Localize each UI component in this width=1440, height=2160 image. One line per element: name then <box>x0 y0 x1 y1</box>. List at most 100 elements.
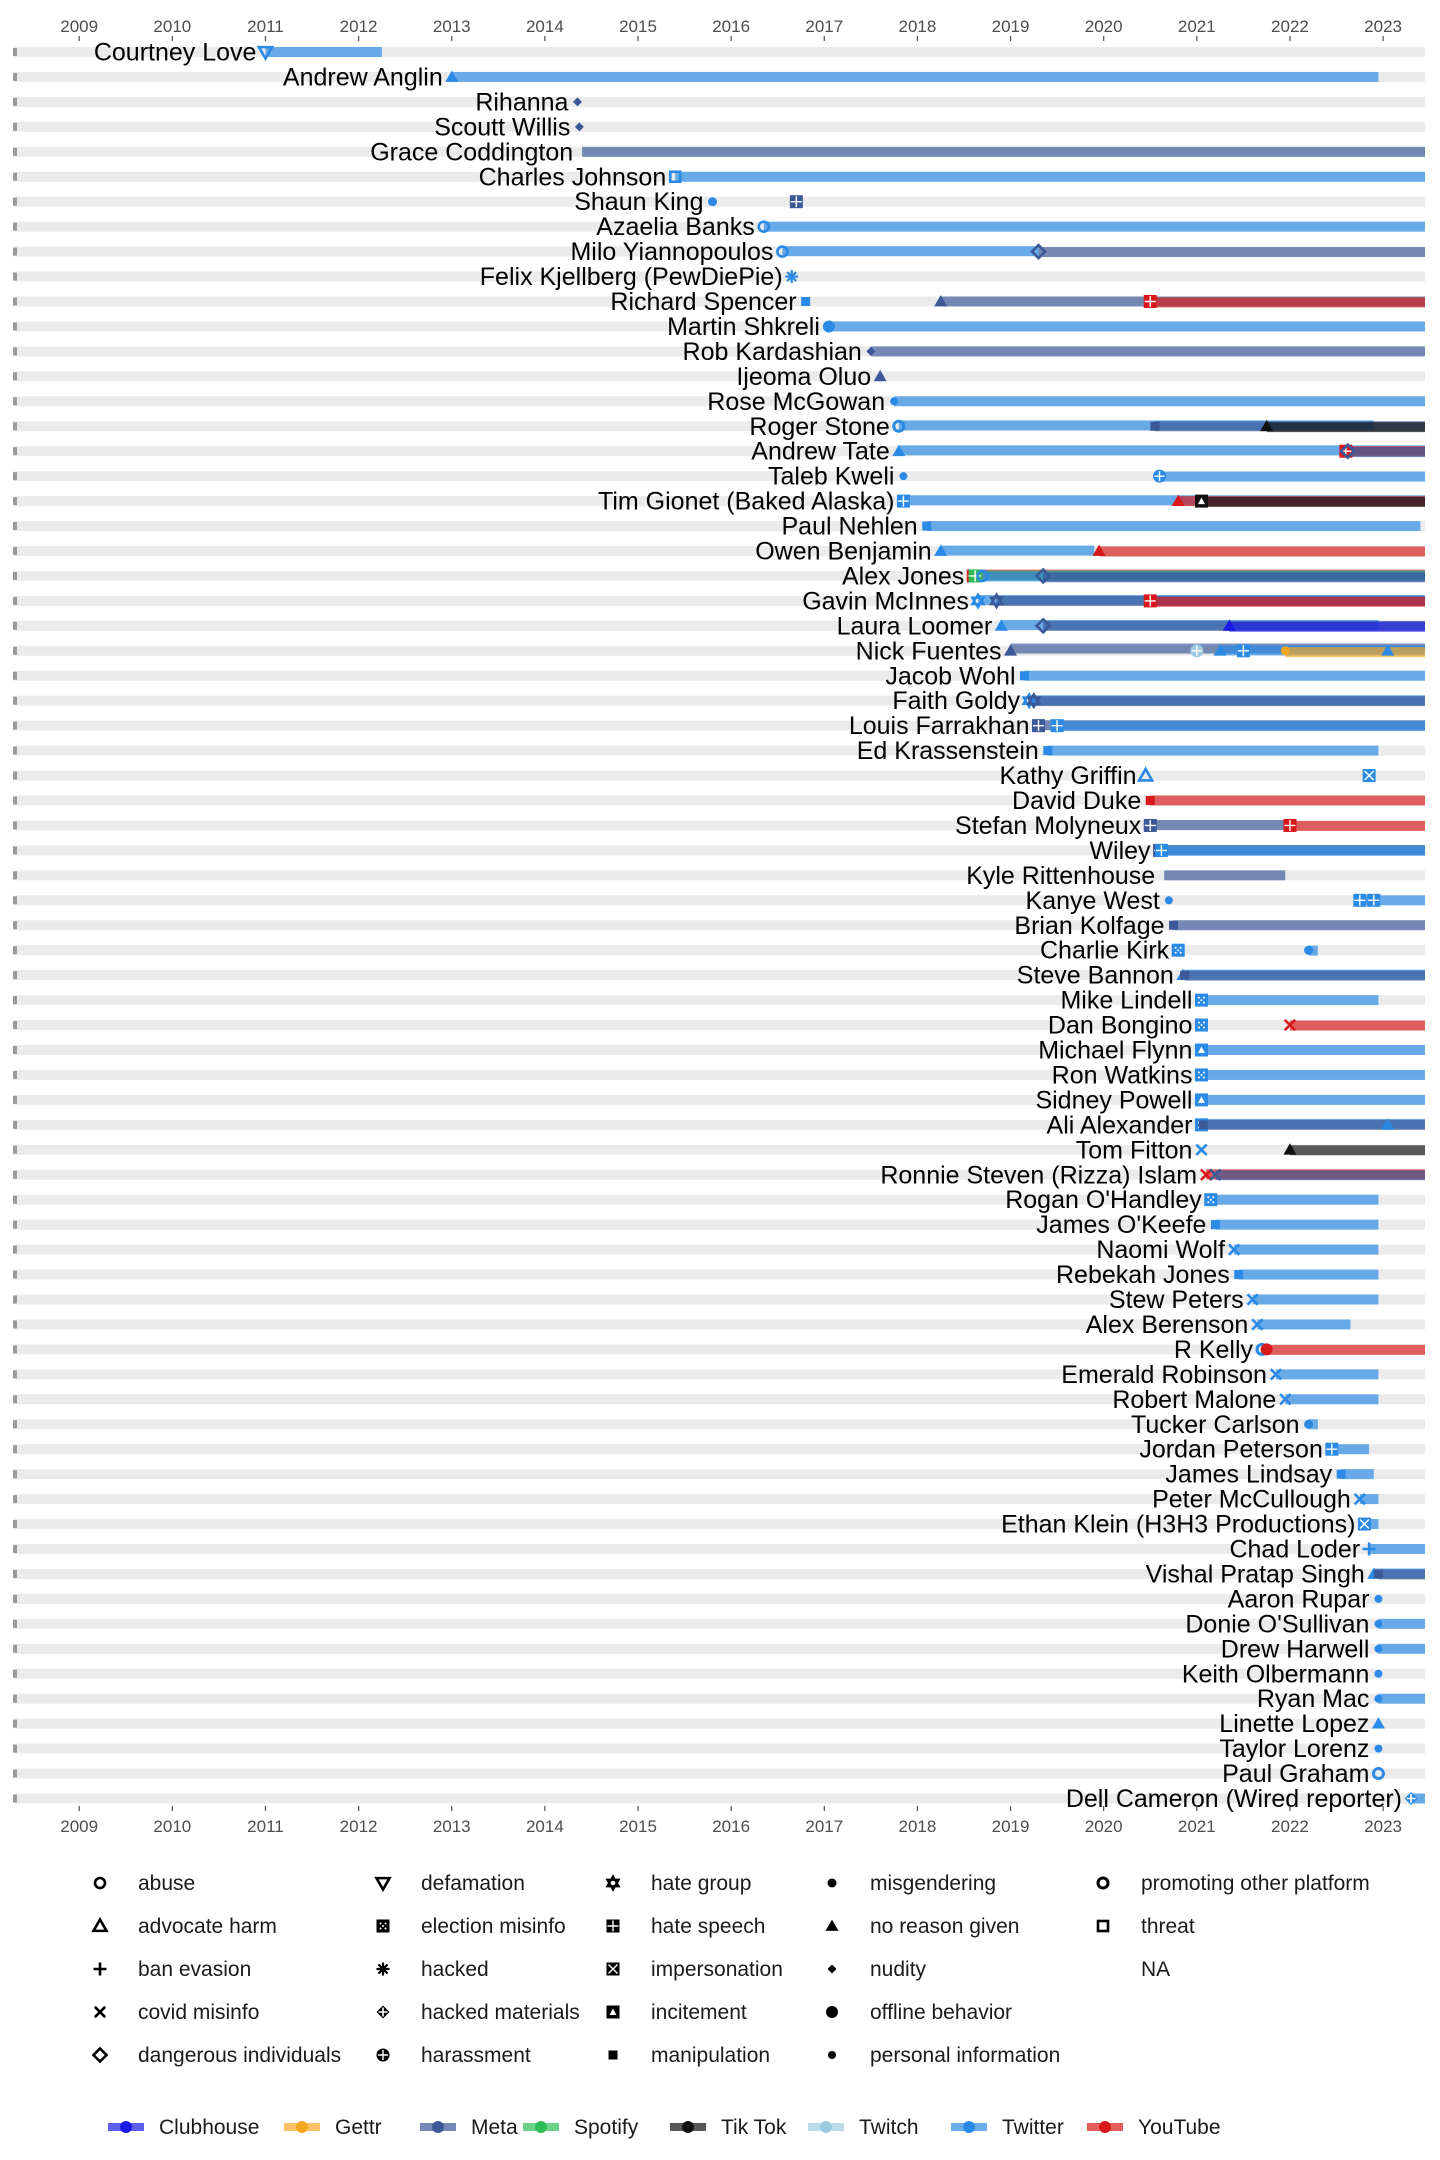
event-marker <box>1026 692 1042 710</box>
row-label: Stefan Molyneux <box>955 812 1142 840</box>
event-marker <box>1283 1018 1297 1032</box>
row-tick <box>13 771 17 780</box>
reason-legend: abuse advocate harm ban evasion covid misin… <box>91 1872 1370 2067</box>
row-tick <box>13 1619 17 1628</box>
event-marker <box>1336 1469 1346 1479</box>
legend-key-triangle-open <box>91 1916 109 1933</box>
row-band <box>14 695 1425 706</box>
row-band <box>14 620 1425 631</box>
event-bars <box>265 47 1425 1804</box>
event-marker <box>970 592 986 610</box>
row-tick <box>13 1769 17 1778</box>
event-bar <box>1266 422 1425 433</box>
legend-label: misgendering <box>870 1872 996 1895</box>
legend-label: hacked materials <box>421 2001 580 2024</box>
x-axis-bottom: 2009 2010 2011 2012 2013 2014 2015 2016 2017 2018… <box>60 1806 1402 1836</box>
row-band <box>14 1544 1425 1554</box>
row-tick <box>13 821 17 830</box>
x-tick-label-bottom: 2010 <box>153 1817 191 1836</box>
legend-label: hacked <box>421 1958 489 1981</box>
legend-key-dot <box>827 1878 837 1888</box>
row-label: Ethan Klein (H3H3 Productions) <box>1001 1511 1355 1539</box>
event-bar <box>1359 895 1425 906</box>
row-label: Chad Loder <box>1229 1536 1360 1564</box>
legend-label: Twitter <box>1002 2116 1064 2139</box>
legend-key-plus <box>93 1962 107 1976</box>
row-band <box>14 296 1425 307</box>
row-label: Steve Bannon <box>1017 962 1174 990</box>
legend-key-dot-small <box>828 2051 836 2059</box>
event-marker <box>1371 1717 1385 1729</box>
row-label: Tom Fitton <box>1076 1136 1193 1164</box>
row-label: Richard Spencer <box>610 288 796 316</box>
row-band <box>14 795 1425 806</box>
row-tick <box>13 1694 17 1703</box>
event-bar <box>1164 870 1286 881</box>
row-label: Rose McGowan <box>707 388 885 416</box>
event-marker <box>1004 644 1018 656</box>
row-band <box>14 945 1425 956</box>
event-marker <box>1194 1018 1208 1032</box>
row-label: Rogan O'Handley <box>1005 1186 1202 1214</box>
row-band <box>14 1294 1425 1305</box>
event-marker <box>776 245 789 258</box>
row-tick <box>13 272 17 281</box>
row-band <box>14 1369 1425 1380</box>
row-tick <box>13 1245 17 1254</box>
row-label: Kyle Rittenhouse <box>966 862 1155 890</box>
event-marker <box>789 195 803 209</box>
row-band <box>14 96 1425 107</box>
event-bar <box>1275 1369 1379 1380</box>
legend-label: Twitch <box>859 2116 919 2139</box>
row-tick <box>13 222 17 231</box>
event-marker <box>1204 1193 1218 1207</box>
row-band <box>14 421 1425 432</box>
event-bar <box>1057 721 1425 732</box>
row-label: Laura Loomer <box>837 612 993 640</box>
row-band <box>14 1643 1425 1654</box>
row-tick <box>13 1495 17 1504</box>
event-marker <box>892 419 906 433</box>
row-label: Brian Kolfage <box>1014 912 1164 940</box>
x-tick-label-top: 2017 <box>805 17 843 36</box>
event-marker <box>1246 1293 1259 1306</box>
row-tick <box>13 996 17 1005</box>
event-bar <box>1347 447 1425 458</box>
row-tick <box>13 322 17 331</box>
x-tick-label-top: 2019 <box>992 17 1030 36</box>
event-marker <box>1031 719 1045 733</box>
legend-key-star-david <box>605 1874 621 1892</box>
event-bar <box>1369 1544 1425 1554</box>
row-tick <box>13 397 17 406</box>
event-marker <box>1374 1694 1383 1703</box>
row-label: Aaron Rupar <box>1228 1585 1370 1613</box>
x-tick-label-bottom: 2019 <box>992 1817 1030 1836</box>
event-marker <box>1092 544 1106 556</box>
legend-swatch-dot <box>682 2121 694 2133</box>
event-marker <box>1222 619 1236 631</box>
x-tick-label-bottom: 2011 <box>247 1817 284 1836</box>
row-label: Stew Peters <box>1109 1286 1244 1314</box>
row-label: Azaelia Banks <box>596 213 754 241</box>
event-marker <box>1374 1669 1383 1678</box>
event-marker <box>934 544 948 556</box>
legend-label: hate speech <box>651 1915 765 1938</box>
row-tick <box>13 1220 17 1229</box>
x-tick-label-top: 2020 <box>1085 17 1123 36</box>
event-marker <box>1260 1343 1273 1356</box>
row-tick <box>13 1545 17 1553</box>
event-bar <box>1150 795 1425 806</box>
legend-key-ring <box>93 1876 107 1890</box>
event-bar <box>1150 596 1425 607</box>
legend-key-triangle-down-open <box>374 1876 392 1893</box>
row-tick <box>13 1669 17 1678</box>
event-marker <box>1213 644 1227 656</box>
x-tick-label-bottom: 2022 <box>1271 1817 1309 1836</box>
row-tick <box>13 1445 17 1454</box>
x-tick-label-top: 2013 <box>433 17 471 36</box>
row-tick <box>13 48 17 56</box>
row-label: Milo Yiannopoulos <box>570 238 773 266</box>
row-label: Ryan Mac <box>1257 1685 1370 1713</box>
event-bar <box>1289 1020 1425 1031</box>
